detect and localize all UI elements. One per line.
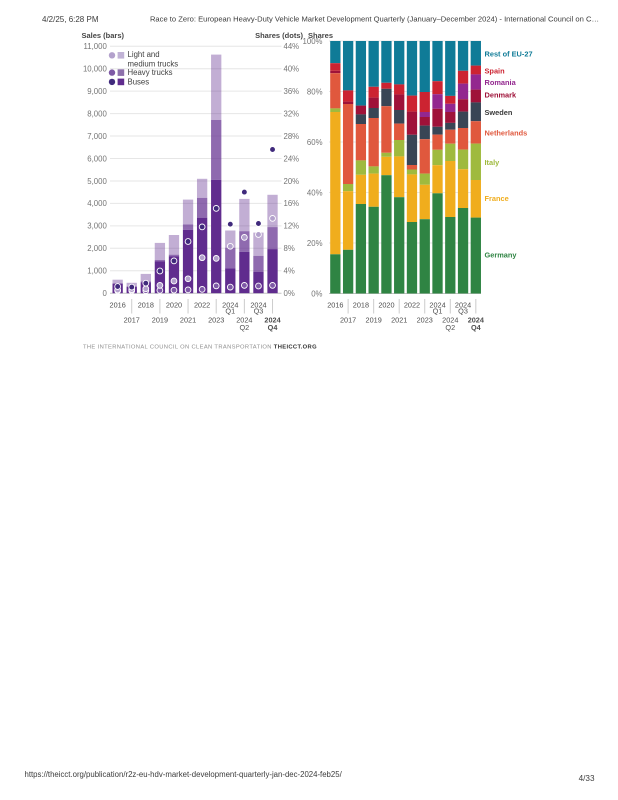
svg-text:Q2: Q2 (445, 323, 455, 332)
svg-text:Rest of EU-27: Rest of EU-27 (485, 50, 533, 59)
svg-text:20%: 20% (284, 177, 300, 186)
svg-text:24%: 24% (284, 154, 300, 163)
svg-text:Sweden: Sweden (485, 108, 513, 117)
svg-text:0%: 0% (284, 289, 295, 298)
svg-text:Denmark: Denmark (485, 91, 518, 100)
svg-text:Buses: Buses (128, 78, 150, 87)
svg-text:medium trucks: medium trucks (128, 60, 179, 69)
svg-text:10,000: 10,000 (83, 65, 108, 74)
svg-text:Shares (dots): Shares (dots) (255, 31, 303, 40)
svg-text:60%: 60% (307, 138, 323, 147)
svg-text:Romania: Romania (485, 78, 517, 87)
svg-text:2024: 2024 (468, 315, 485, 324)
svg-text:2023: 2023 (417, 315, 433, 324)
svg-text:2024: 2024 (429, 300, 445, 309)
svg-text:20%: 20% (307, 239, 323, 248)
svg-text:40%: 40% (307, 188, 323, 197)
svg-text:12%: 12% (284, 222, 300, 231)
svg-text:2024: 2024 (222, 300, 238, 309)
svg-text:Q3: Q3 (458, 306, 468, 315)
svg-text:Sales (bars): Sales (bars) (82, 31, 125, 40)
svg-text:Q3: Q3 (254, 306, 264, 315)
svg-text:Spain: Spain (485, 67, 506, 76)
svg-text:8,000: 8,000 (87, 109, 107, 118)
svg-text:Light and: Light and (128, 50, 160, 59)
svg-text:8%: 8% (284, 244, 295, 253)
svg-text:Germany: Germany (485, 250, 518, 259)
svg-text:Heavy trucks: Heavy trucks (128, 68, 173, 77)
svg-text:28%: 28% (284, 132, 300, 141)
svg-text:2018: 2018 (353, 300, 369, 309)
svg-text:2024: 2024 (455, 300, 471, 309)
svg-text:Race to Zero: European Heavy-D: Race to Zero: European Heavy-Duty Vehicl… (150, 15, 599, 24)
svg-text:11,000: 11,000 (84, 42, 108, 51)
svg-text:Q4: Q4 (471, 323, 482, 332)
svg-text:France: France (485, 194, 509, 203)
svg-text:5,000: 5,000 (87, 177, 107, 186)
svg-text:80%: 80% (307, 87, 323, 96)
svg-text:100%: 100% (303, 37, 323, 46)
svg-text:4%: 4% (284, 267, 295, 276)
svg-text:2017: 2017 (124, 315, 140, 324)
svg-text:2019: 2019 (152, 315, 168, 324)
svg-text:40%: 40% (284, 65, 300, 74)
svg-text:2016: 2016 (110, 300, 126, 309)
svg-text:2020: 2020 (378, 300, 394, 309)
svg-text:36%: 36% (284, 87, 300, 96)
svg-text:4,000: 4,000 (87, 199, 107, 208)
svg-text:4/2/25, 6:28 PM: 4/2/25, 6:28 PM (42, 15, 99, 24)
svg-text:9,000: 9,000 (87, 87, 107, 96)
svg-text:0: 0 (102, 289, 107, 298)
svg-text:2022: 2022 (404, 300, 420, 309)
svg-text:2,000: 2,000 (87, 244, 107, 253)
svg-text:THE INTERNATIONAL COUNCIL ON C: THE INTERNATIONAL COUNCIL ON CLEAN TRANS… (83, 345, 317, 351)
svg-text:2024: 2024 (442, 315, 458, 324)
svg-text:2019: 2019 (366, 315, 382, 324)
svg-text:0%: 0% (311, 289, 322, 298)
svg-text:https://theicct.org/publicatio: https://theicct.org/publication/r2z-eu-h… (25, 770, 343, 779)
svg-text:4/33: 4/33 (579, 774, 595, 783)
svg-text:2018: 2018 (138, 300, 154, 309)
svg-text:2021: 2021 (180, 315, 196, 324)
svg-text:16%: 16% (284, 199, 300, 208)
svg-text:Q2: Q2 (240, 323, 250, 332)
svg-text:2023: 2023 (208, 315, 224, 324)
svg-text:6,000: 6,000 (87, 154, 107, 163)
svg-text:Netherlands: Netherlands (485, 129, 528, 138)
svg-text:2024: 2024 (250, 300, 266, 309)
svg-text:Q4: Q4 (268, 323, 279, 332)
svg-text:2024: 2024 (264, 315, 281, 324)
svg-text:Italy: Italy (485, 158, 501, 167)
svg-text:44%: 44% (284, 42, 300, 51)
svg-text:32%: 32% (284, 109, 300, 118)
svg-text:3,000: 3,000 (87, 222, 107, 231)
svg-text:Q1: Q1 (433, 306, 443, 315)
svg-text:1,000: 1,000 (87, 267, 107, 276)
svg-text:2024: 2024 (236, 315, 252, 324)
svg-text:2020: 2020 (166, 300, 182, 309)
svg-text:7,000: 7,000 (87, 132, 107, 141)
svg-text:2021: 2021 (391, 315, 407, 324)
svg-text:2017: 2017 (340, 315, 356, 324)
svg-text:2022: 2022 (194, 300, 210, 309)
svg-text:Q1: Q1 (225, 306, 235, 315)
svg-text:2016: 2016 (327, 300, 343, 309)
svg-text:Shares: Shares (308, 31, 333, 40)
